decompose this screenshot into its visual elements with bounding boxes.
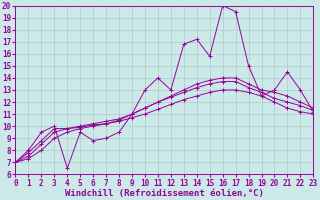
X-axis label: Windchill (Refroidissement éolien,°C): Windchill (Refroidissement éolien,°C) [65, 189, 264, 198]
